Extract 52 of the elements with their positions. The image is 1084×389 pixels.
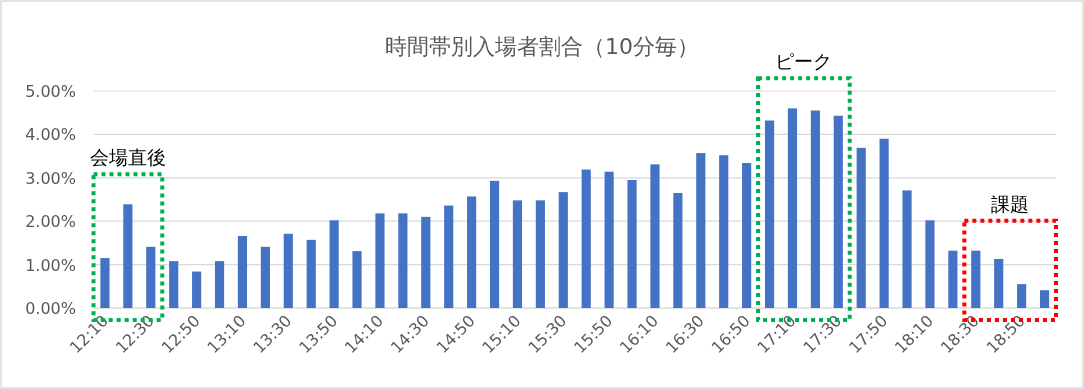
bar [535, 200, 545, 308]
text: ピーク [775, 50, 833, 73]
bar [1017, 284, 1027, 308]
bar [1039, 290, 1050, 308]
bar [696, 153, 706, 308]
bar [787, 108, 798, 308]
y-tick-label: 3.00% [25, 168, 76, 188]
bar [994, 258, 1004, 308]
bar [719, 155, 729, 308]
bar [146, 246, 156, 308]
y-tick-label: 1.00% [25, 255, 76, 275]
bar [948, 250, 958, 308]
bar [169, 261, 179, 308]
bar [398, 213, 408, 308]
y-tick-label: 5.00% [25, 82, 76, 101]
bar [650, 164, 660, 308]
bar [237, 235, 248, 308]
bar [306, 239, 316, 308]
bar [352, 251, 362, 308]
bar [329, 220, 339, 308]
bar [467, 196, 477, 308]
annotation: 課題 [991, 192, 1030, 215]
annotation: 会場直後 [89, 146, 166, 169]
bar [421, 216, 431, 308]
bar [833, 115, 843, 308]
bar [375, 213, 385, 308]
bar [604, 171, 614, 308]
bar [260, 246, 270, 308]
bar [902, 190, 912, 308]
bar [214, 261, 225, 308]
bar [100, 258, 110, 308]
y-tick-label: 0.00% [25, 299, 76, 318]
y-tick-label: 2.00% [25, 212, 76, 232]
bar [489, 180, 500, 308]
bar [444, 205, 454, 308]
bar [810, 110, 820, 308]
bar [764, 120, 775, 308]
chart-title: 時間帯別入場者割合（10分毎） [385, 34, 699, 59]
bar [123, 204, 133, 308]
bar [192, 271, 202, 308]
bar [558, 192, 568, 308]
y-tick-label: 4.00% [25, 125, 76, 145]
bar [627, 179, 637, 308]
bar [673, 192, 683, 308]
bar [581, 169, 591, 308]
bar [925, 220, 935, 308]
bar [512, 200, 523, 308]
bar [283, 233, 293, 308]
bar [856, 147, 866, 308]
bar [971, 250, 981, 308]
bar [742, 163, 752, 308]
bar [879, 138, 889, 308]
